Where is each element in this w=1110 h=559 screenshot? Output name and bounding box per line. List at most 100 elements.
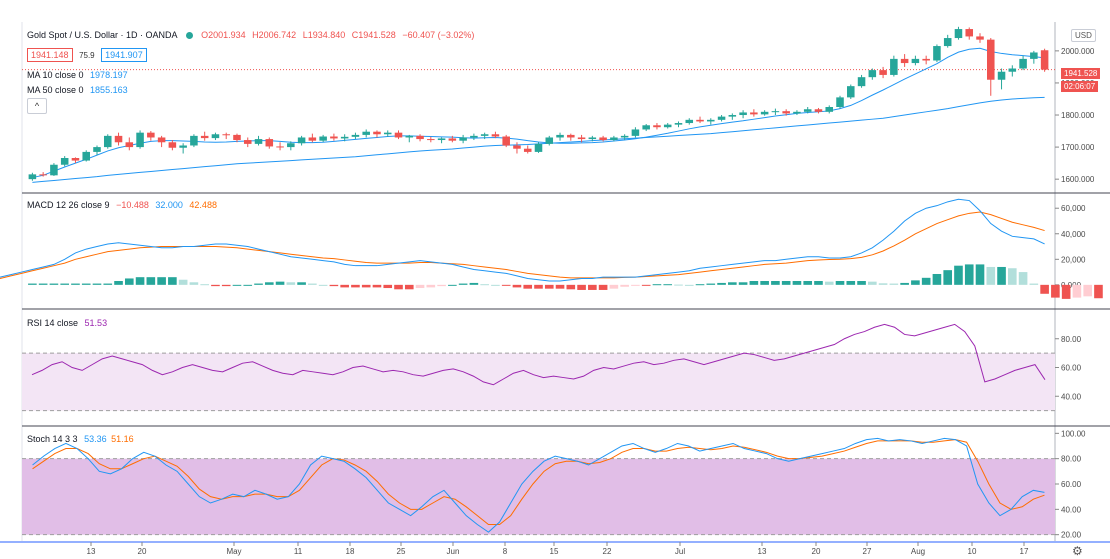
- candle-body: [534, 143, 543, 152]
- ma10-line: [32, 47, 1045, 179]
- macd-histogram-bar: [749, 281, 759, 285]
- macd-histogram-bar: [232, 284, 242, 286]
- macd-histogram-bar: [372, 284, 382, 288]
- macd-histogram-bar: [469, 282, 479, 285]
- macd-tick-label: 60,000: [1061, 204, 1086, 213]
- live-dot-icon: [185, 32, 193, 40]
- macd-histogram-bar: [620, 284, 629, 287]
- candle-body: [190, 135, 198, 146]
- candle-body: [416, 135, 424, 140]
- macd-tick-label: 40,000: [1061, 230, 1086, 239]
- macd-histogram-bar: [868, 281, 877, 285]
- macd-histogram-bar: [1008, 268, 1017, 285]
- candle-body: [114, 135, 123, 143]
- low-value: L1934.840: [302, 30, 346, 40]
- macd-tick-label: 20,000: [1061, 255, 1086, 264]
- macd-histogram-bar: [49, 283, 59, 285]
- macd-histogram-bar: [135, 277, 145, 285]
- close-value: C1941.528: [351, 30, 396, 40]
- macd-histogram-bar: [211, 284, 220, 287]
- candle-body: [696, 119, 704, 122]
- macd-line-value: 32.000: [155, 200, 183, 210]
- candle-body: [750, 112, 758, 115]
- macd-legend[interactable]: MACD 12 26 close 9 −10.488 32.000 42.488: [27, 200, 217, 210]
- candle-body: [782, 111, 790, 114]
- high-value: H2006.742: [252, 30, 297, 40]
- candle-body: [136, 132, 144, 148]
- candle-body: [1040, 50, 1049, 70]
- macd-histogram-bar: [318, 284, 328, 286]
- candle-body: [728, 115, 737, 117]
- candle-body: [287, 143, 295, 148]
- macd-histogram-bar: [383, 284, 393, 289]
- price-tick-label: 1700.000: [1061, 143, 1095, 152]
- ma10-legend[interactable]: MA 10 close 0 1978.197: [27, 70, 128, 80]
- candle-body: [373, 131, 381, 135]
- candle-body: [147, 132, 155, 138]
- rsi-label: RSI 14 close: [27, 318, 79, 328]
- macd-histogram-bar: [534, 284, 543, 289]
- stoch-d-line: [32, 439, 1045, 526]
- macd-histogram-bar: [1094, 284, 1103, 299]
- macd-histogram-bar: [954, 265, 963, 285]
- rsi-legend[interactable]: RSI 14 close 51.53: [27, 318, 107, 328]
- candle-body: [157, 137, 166, 143]
- candle-body: [987, 39, 995, 80]
- macd-histogram-bar: [308, 283, 317, 285]
- macd-histogram-bar: [437, 284, 446, 287]
- macd-histogram-bar: [92, 283, 102, 285]
- stoch-k-line: [32, 437, 1045, 533]
- candle-body: [599, 137, 607, 141]
- candle-body: [211, 134, 220, 139]
- macd-histogram-bar: [1051, 284, 1060, 298]
- rsi-tick-label: 40.00: [1061, 392, 1082, 401]
- macd-histogram-bar: [243, 284, 253, 286]
- ma50-legend[interactable]: MA 50 close 0 1855.163: [27, 85, 128, 95]
- rsi-band: [22, 353, 1055, 411]
- macd-histogram-bar: [641, 284, 651, 286]
- candle-body: [297, 137, 306, 144]
- macd-line: [0, 198, 1045, 282]
- candle-body: [620, 135, 629, 138]
- macd-histogram-bar: [200, 284, 209, 286]
- candle-body: [265, 139, 274, 147]
- macd-histogram-bar: [1072, 284, 1082, 298]
- macd-histogram-bar: [943, 270, 953, 285]
- candle-body: [814, 109, 823, 112]
- currency-label[interactable]: USD: [1071, 29, 1096, 42]
- macd-histogram-bar: [103, 283, 113, 285]
- time-tick-label: 17: [1020, 547, 1029, 556]
- collapse-legend-button[interactable]: ^: [27, 98, 47, 114]
- macd-histogram-bar: [1040, 284, 1049, 294]
- macd-histogram-bar: [717, 282, 726, 285]
- stoch-legend[interactable]: Stoch 14 3 3 53.36 51.16: [27, 434, 134, 444]
- macd-signal-value: 42.488: [189, 200, 217, 210]
- candle-body: [383, 132, 392, 135]
- macd-histogram-bar: [878, 283, 888, 285]
- macd-histogram-bar: [361, 284, 371, 288]
- candle-body: [437, 138, 446, 141]
- candle-body: [459, 137, 467, 141]
- ask-button[interactable]: 1941.907: [101, 48, 147, 62]
- candle-body: [394, 132, 403, 138]
- candle-body: [868, 70, 877, 78]
- candle-body: [513, 145, 521, 149]
- candle-body: [976, 36, 984, 40]
- macd-histogram-bar: [609, 284, 619, 289]
- price-tick-label: 1800.000: [1061, 111, 1095, 120]
- bid-button[interactable]: 1941.148: [27, 48, 73, 62]
- candle-body: [556, 134, 564, 138]
- macd-histogram-bar: [964, 264, 974, 285]
- change-value: −60.407 (−3.02%): [402, 30, 475, 40]
- macd-histogram-bar: [1018, 272, 1028, 285]
- candle-body: [60, 158, 69, 165]
- countdown-tag: 02:06:07: [1061, 81, 1099, 92]
- macd-histogram-bar: [652, 284, 662, 286]
- candle-body: [847, 86, 855, 98]
- candle-body: [1030, 52, 1038, 59]
- price-tick-label: 2000.000: [1061, 47, 1095, 56]
- open-value: O2001.934: [201, 30, 246, 40]
- time-tick-label: 20: [138, 547, 147, 556]
- settings-gear-icon[interactable]: ⚙: [1072, 544, 1083, 558]
